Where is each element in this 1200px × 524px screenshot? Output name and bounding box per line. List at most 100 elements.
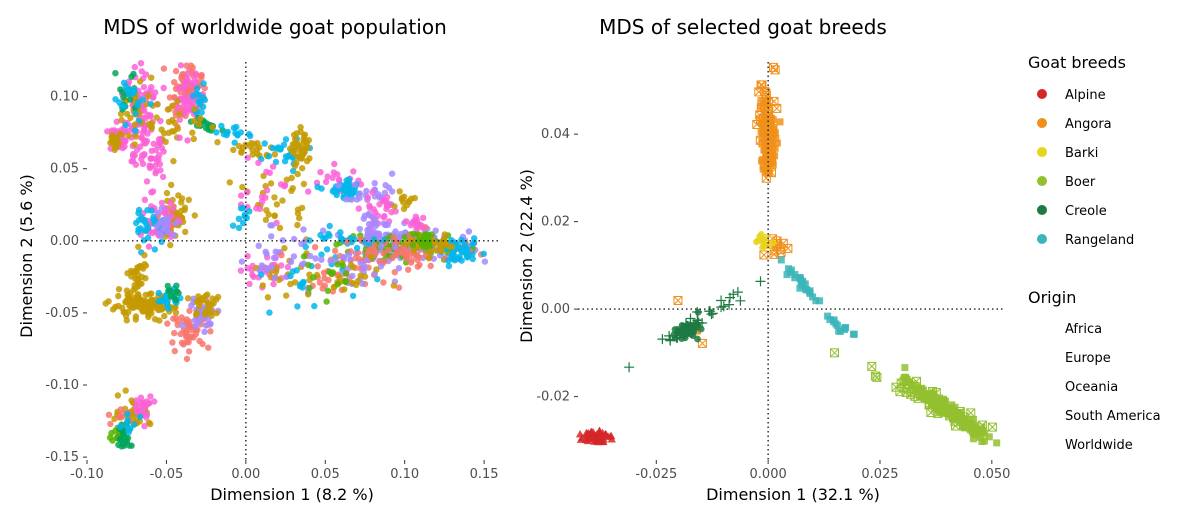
data-point bbox=[769, 239, 777, 247]
data-point bbox=[152, 155, 160, 162]
data-point bbox=[354, 249, 362, 256]
data-point bbox=[125, 127, 133, 135]
data-point bbox=[464, 252, 472, 260]
chart-left-ytick-label: -0.10 bbox=[45, 378, 79, 393]
chart-left-ytick-label: 0.05 bbox=[50, 162, 79, 177]
data-point bbox=[912, 376, 921, 386]
data-point bbox=[692, 315, 703, 326]
data-point bbox=[170, 205, 177, 212]
data-point bbox=[184, 70, 191, 77]
data-point bbox=[244, 253, 251, 260]
data-point bbox=[294, 206, 302, 213]
data-point bbox=[384, 193, 391, 201]
data-point bbox=[365, 220, 373, 228]
data-point bbox=[147, 155, 154, 162]
data-point bbox=[250, 140, 258, 148]
data-point bbox=[791, 271, 799, 278]
data-point bbox=[170, 128, 178, 135]
data-point bbox=[131, 121, 139, 128]
data-point bbox=[145, 419, 153, 426]
data-point bbox=[768, 140, 776, 148]
data-point bbox=[783, 271, 791, 279]
data-point bbox=[133, 397, 140, 404]
data-point bbox=[108, 429, 115, 437]
data-point bbox=[145, 92, 152, 100]
chart-left-xtick-label: -0.10 bbox=[70, 467, 104, 482]
data-point bbox=[172, 309, 180, 316]
chart-right-ytick-label: 0.00 bbox=[541, 302, 570, 317]
data-point bbox=[349, 279, 356, 287]
chart-left-xlabel: Dimension 1 (8.2 %) bbox=[210, 485, 374, 504]
data-point bbox=[270, 280, 277, 288]
data-point bbox=[114, 141, 122, 148]
data-point bbox=[142, 403, 149, 410]
data-point bbox=[329, 174, 336, 181]
chart-right-ytick-label: -0.02 bbox=[536, 390, 570, 405]
data-point bbox=[109, 306, 117, 313]
data-point bbox=[420, 214, 427, 222]
data-point bbox=[205, 344, 212, 351]
data-point bbox=[337, 234, 344, 242]
data-point bbox=[331, 247, 339, 254]
data-point bbox=[282, 153, 290, 160]
data-point bbox=[830, 316, 838, 324]
data-point bbox=[298, 261, 306, 268]
chart-right-ylabel: Dimension 2 (22.4 %) bbox=[517, 169, 536, 343]
data-point bbox=[587, 427, 596, 436]
data-point bbox=[142, 227, 149, 234]
data-point bbox=[231, 139, 238, 146]
data-point bbox=[331, 160, 338, 168]
data-point bbox=[408, 195, 415, 202]
data-point bbox=[154, 209, 161, 216]
data-point bbox=[766, 169, 773, 177]
data-point bbox=[657, 334, 668, 345]
data-point bbox=[689, 324, 700, 335]
data-point bbox=[595, 426, 604, 435]
data-point bbox=[133, 146, 141, 153]
data-point bbox=[174, 98, 181, 105]
data-point bbox=[179, 322, 186, 329]
data-point bbox=[389, 254, 396, 262]
data-point bbox=[283, 292, 290, 299]
data-point bbox=[293, 267, 300, 274]
data-point bbox=[388, 188, 396, 195]
chart-left: MDS of worldwide goat population -0.10 -0… bbox=[17, 15, 500, 504]
data-point bbox=[241, 213, 248, 220]
data-point bbox=[174, 104, 182, 111]
data-point bbox=[901, 364, 909, 372]
data-point bbox=[128, 442, 135, 449]
data-point bbox=[867, 361, 877, 371]
data-point bbox=[966, 408, 976, 418]
data-point bbox=[960, 422, 968, 430]
data-point bbox=[193, 90, 200, 98]
data-point bbox=[469, 255, 476, 263]
data-point bbox=[724, 299, 735, 310]
data-point bbox=[138, 68, 145, 75]
data-point bbox=[756, 115, 765, 125]
data-point bbox=[371, 242, 378, 249]
data-point bbox=[149, 188, 157, 195]
data-point bbox=[121, 143, 128, 150]
data-point bbox=[306, 237, 313, 244]
data-point bbox=[137, 263, 145, 270]
data-point bbox=[278, 251, 285, 259]
data-point bbox=[202, 292, 209, 300]
data-point bbox=[361, 212, 369, 219]
data-point bbox=[195, 319, 203, 326]
data-point bbox=[318, 251, 325, 258]
data-point bbox=[235, 224, 243, 232]
data-point bbox=[917, 384, 925, 392]
data-point bbox=[123, 422, 130, 429]
data-point bbox=[141, 107, 148, 114]
data-point bbox=[159, 173, 167, 181]
data-point bbox=[284, 263, 292, 271]
data-point bbox=[310, 274, 317, 281]
data-point bbox=[125, 308, 132, 316]
data-point bbox=[272, 158, 280, 166]
data-point bbox=[391, 203, 398, 210]
data-point bbox=[172, 314, 180, 322]
data-point bbox=[117, 86, 124, 93]
data-point bbox=[230, 146, 237, 154]
data-point bbox=[396, 188, 403, 195]
data-point bbox=[117, 406, 124, 413]
